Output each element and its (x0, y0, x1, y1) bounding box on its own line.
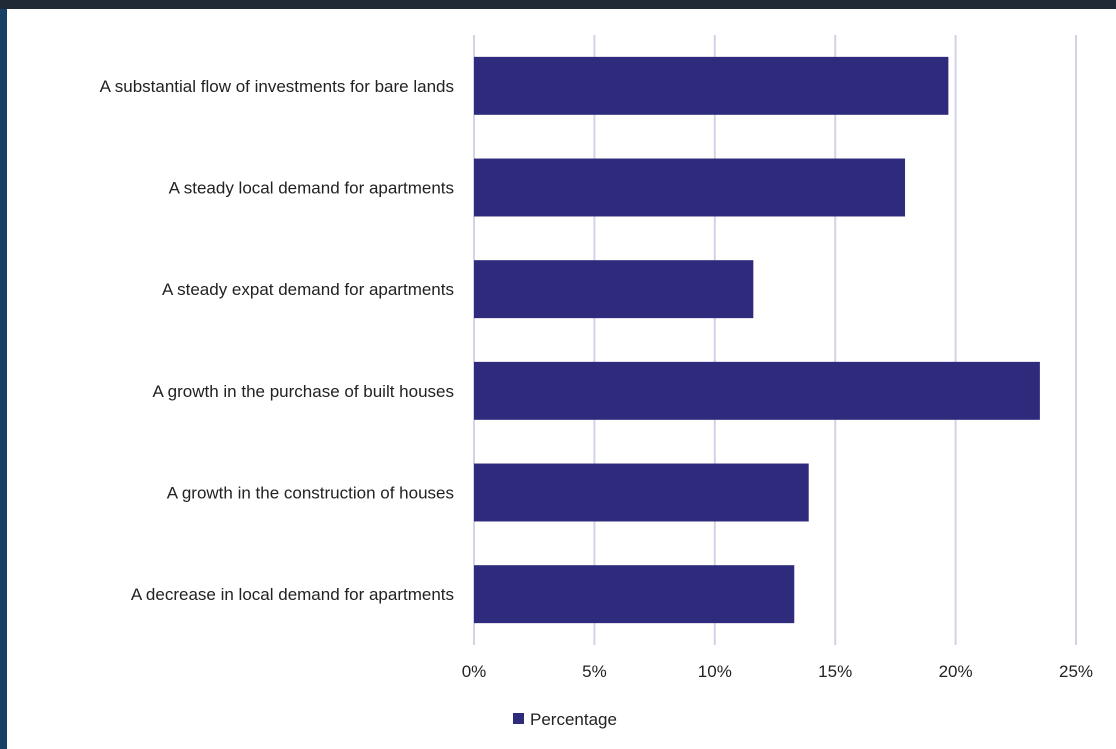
category-label: A steady expat demand for apartments (162, 280, 454, 299)
chart-panel: A substantial flow of investments for ba… (7, 9, 1116, 749)
x-tick-label: 15% (818, 662, 852, 681)
bar (474, 463, 809, 522)
category-label: A decrease in local demand for apartment… (131, 585, 454, 604)
window-left-border (0, 9, 7, 749)
window-top-bar (0, 0, 1116, 9)
legend-label: Percentage (530, 710, 617, 729)
category-label: A steady local demand for apartments (169, 179, 454, 198)
category-label: A growth in the construction of houses (167, 484, 454, 503)
x-axis-ticks: 0% 5% 10% 15% 20% 25% (462, 662, 1093, 681)
bar-chart: A substantial flow of investments for ba… (100, 35, 1093, 729)
x-tick-label: 0% (462, 662, 487, 681)
category-label: A growth in the purchase of built houses (153, 382, 454, 401)
x-tick-label: 25% (1059, 662, 1093, 681)
x-tick-label: 20% (939, 662, 973, 681)
x-tick-label: 5% (582, 662, 607, 681)
x-tick-label: 10% (698, 662, 732, 681)
bar (474, 260, 754, 319)
legend: Percentage (513, 710, 617, 729)
bar (474, 361, 1040, 420)
bar (474, 158, 906, 217)
gridlines (473, 35, 1077, 645)
bars (474, 56, 1040, 624)
category-labels: A substantial flow of investments for ba… (100, 77, 454, 604)
legend-swatch (513, 713, 524, 724)
category-label: A substantial flow of investments for ba… (100, 77, 454, 96)
bar (474, 565, 795, 624)
bar (474, 56, 949, 115)
